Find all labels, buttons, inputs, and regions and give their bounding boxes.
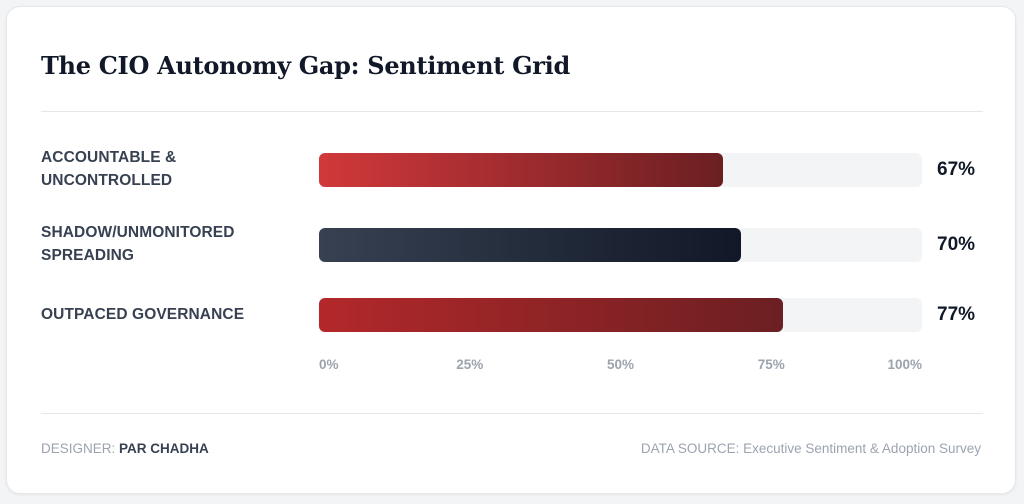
bar-label-accountable: ACCOUNTABLE & UNCONTROLLED [41, 149, 177, 189]
bar-label-shadow: SHADOW/UNMONITORED SPREADING [41, 224, 235, 264]
data-source-name: Executive Sentiment & Adoption Survey [743, 441, 981, 456]
data-source-credit: DATA SOURCE: Executive Sentiment & Adopt… [641, 441, 981, 456]
x-tick-50: 50% [606, 357, 635, 372]
x-tick-100: 100% [887, 357, 922, 372]
bar-accountable [319, 153, 723, 187]
bar-track-outpaced [319, 298, 922, 332]
bar-track-shadow [319, 228, 922, 262]
bar-outpaced [319, 298, 784, 332]
designer-credit: DESIGNER: PAR CHADHA [41, 441, 209, 456]
designer-label: DESIGNER: [41, 441, 116, 456]
bar-label-outpaced: OUTPACED GOVERNANCE [41, 305, 245, 323]
bar-value-accountable: 67% [937, 159, 976, 180]
data-source-label: DATA SOURCE: [640, 441, 740, 456]
chart-card: The CIO Autonomy Gap: Sentiment Grid ACC… [6, 6, 1016, 494]
bar-value-outpaced: 77% [937, 304, 976, 325]
x-tick-75: 75% [757, 357, 785, 372]
header-divider [41, 111, 983, 112]
footer-divider [41, 413, 983, 414]
designer-name: PAR CHADHA [119, 441, 209, 456]
bar-shadow [319, 228, 742, 262]
chart-title: The CIO Autonomy Gap: Sentiment Grid [41, 51, 570, 80]
bar-track-accountable [319, 153, 922, 187]
x-tick-25: 25% [456, 357, 484, 372]
bar-value-shadow: 70% [937, 234, 976, 255]
x-tick-0: 0% [319, 357, 339, 372]
